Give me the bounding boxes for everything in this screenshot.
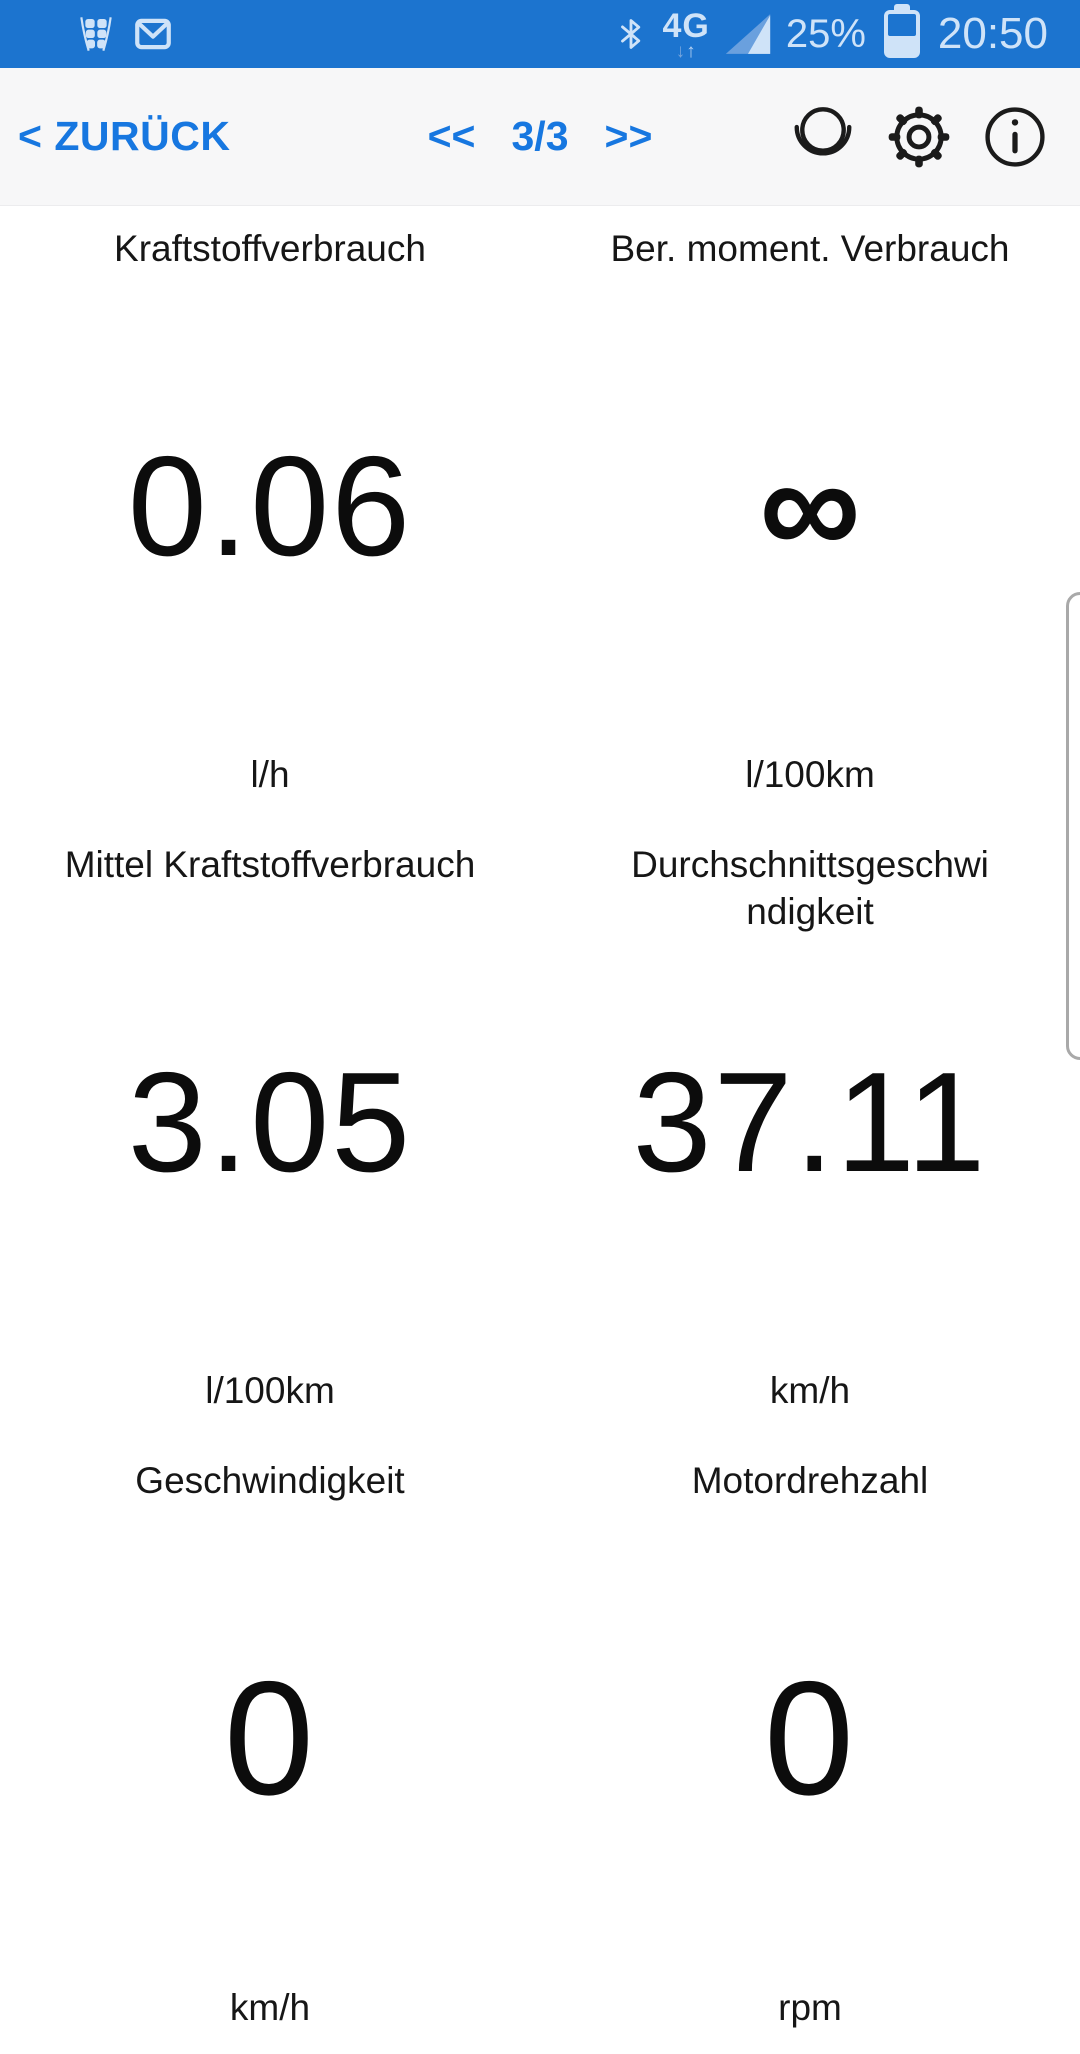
- six-pack-app-icon: [80, 17, 112, 51]
- nav-bar: < ZURÜCK << 3/3 >>: [0, 68, 1080, 206]
- metric-cell-rpm: Motordrehzahl 0 rpm: [540, 1437, 1080, 2054]
- battery-percent-label: 25%: [785, 11, 866, 56]
- metric-cell-calc-consumption: Ber. moment. Verbrauch ∞ l/100km: [540, 205, 1080, 821]
- metric-unit: l/h: [250, 754, 290, 795]
- gmail-icon: [135, 18, 171, 50]
- settings-gear-icon[interactable]: [884, 102, 954, 172]
- metric-title: Durchschnittsgeschwindigkeit: [631, 844, 989, 932]
- pager-page-label: 3/3: [511, 113, 569, 159]
- metric-title: Motordrehzahl: [691, 1460, 929, 1501]
- signal-icon: [725, 14, 770, 54]
- scrollbar[interactable]: [1066, 592, 1080, 1060]
- metric-cell-fuel-rate: Kraftstoffverbrauch 0.06 l/h: [0, 205, 540, 821]
- pager-prev-button[interactable]: <<: [427, 113, 476, 159]
- metric-title: Geschwindigkeit: [135, 1460, 405, 1501]
- clock-label: 20:50: [937, 9, 1048, 58]
- bluetooth-icon: [621, 19, 641, 49]
- pager-next-button[interactable]: >>: [604, 113, 653, 159]
- battery-icon: [883, 4, 920, 58]
- metric-value: 37.11: [632, 1042, 988, 1202]
- metric-title: Kraftstoffverbrauch: [114, 228, 426, 269]
- status-bar: 4G ↓↑ 25% 20:50: [0, 0, 1080, 68]
- metric-unit: km/h: [229, 1987, 311, 2028]
- metric-title: Ber. moment. Verbrauch: [610, 228, 1010, 269]
- globe-icon[interactable]: [788, 102, 858, 172]
- download-arrow-icon: ↓: [675, 41, 687, 62]
- metric-value: 0: [223, 1648, 317, 1830]
- metric-title: Mittel Kraftstoffverbrauch: [64, 844, 476, 885]
- metric-unit: l/100km: [745, 754, 875, 795]
- metric-unit: l/100km: [205, 1370, 335, 1411]
- metric-value: 3.05: [127, 1042, 413, 1202]
- metric-value: 0: [763, 1648, 857, 1830]
- metric-cell-avg-speed: Durchschnittsgeschwindigkeit 37.11 km/h: [540, 821, 1080, 1437]
- metric-cell-speed: Geschwindigkeit 0 km/h: [0, 1437, 540, 2054]
- info-icon[interactable]: [980, 102, 1050, 172]
- metric-value: ∞: [759, 426, 861, 586]
- upload-arrow-icon: ↑: [686, 41, 697, 62]
- metric-unit: rpm: [778, 1987, 842, 2028]
- metrics-grid: Kraftstoffverbrauch 0.06 l/h Ber. moment…: [0, 205, 1080, 2054]
- back-button[interactable]: < ZURÜCK: [18, 113, 231, 159]
- metric-value: 0.06: [127, 426, 413, 586]
- metric-cell-avg-consumption: Mittel Kraftstoffverbrauch 3.05 l/100km: [0, 821, 540, 1437]
- metric-unit: km/h: [769, 1370, 851, 1411]
- network-type-indicator: 4G ↓↑: [662, 9, 709, 61]
- notification-icons: [0, 13, 174, 55]
- network-type-label: 4G: [662, 7, 710, 45]
- page-pager: << 3/3 >>: [390, 113, 690, 160]
